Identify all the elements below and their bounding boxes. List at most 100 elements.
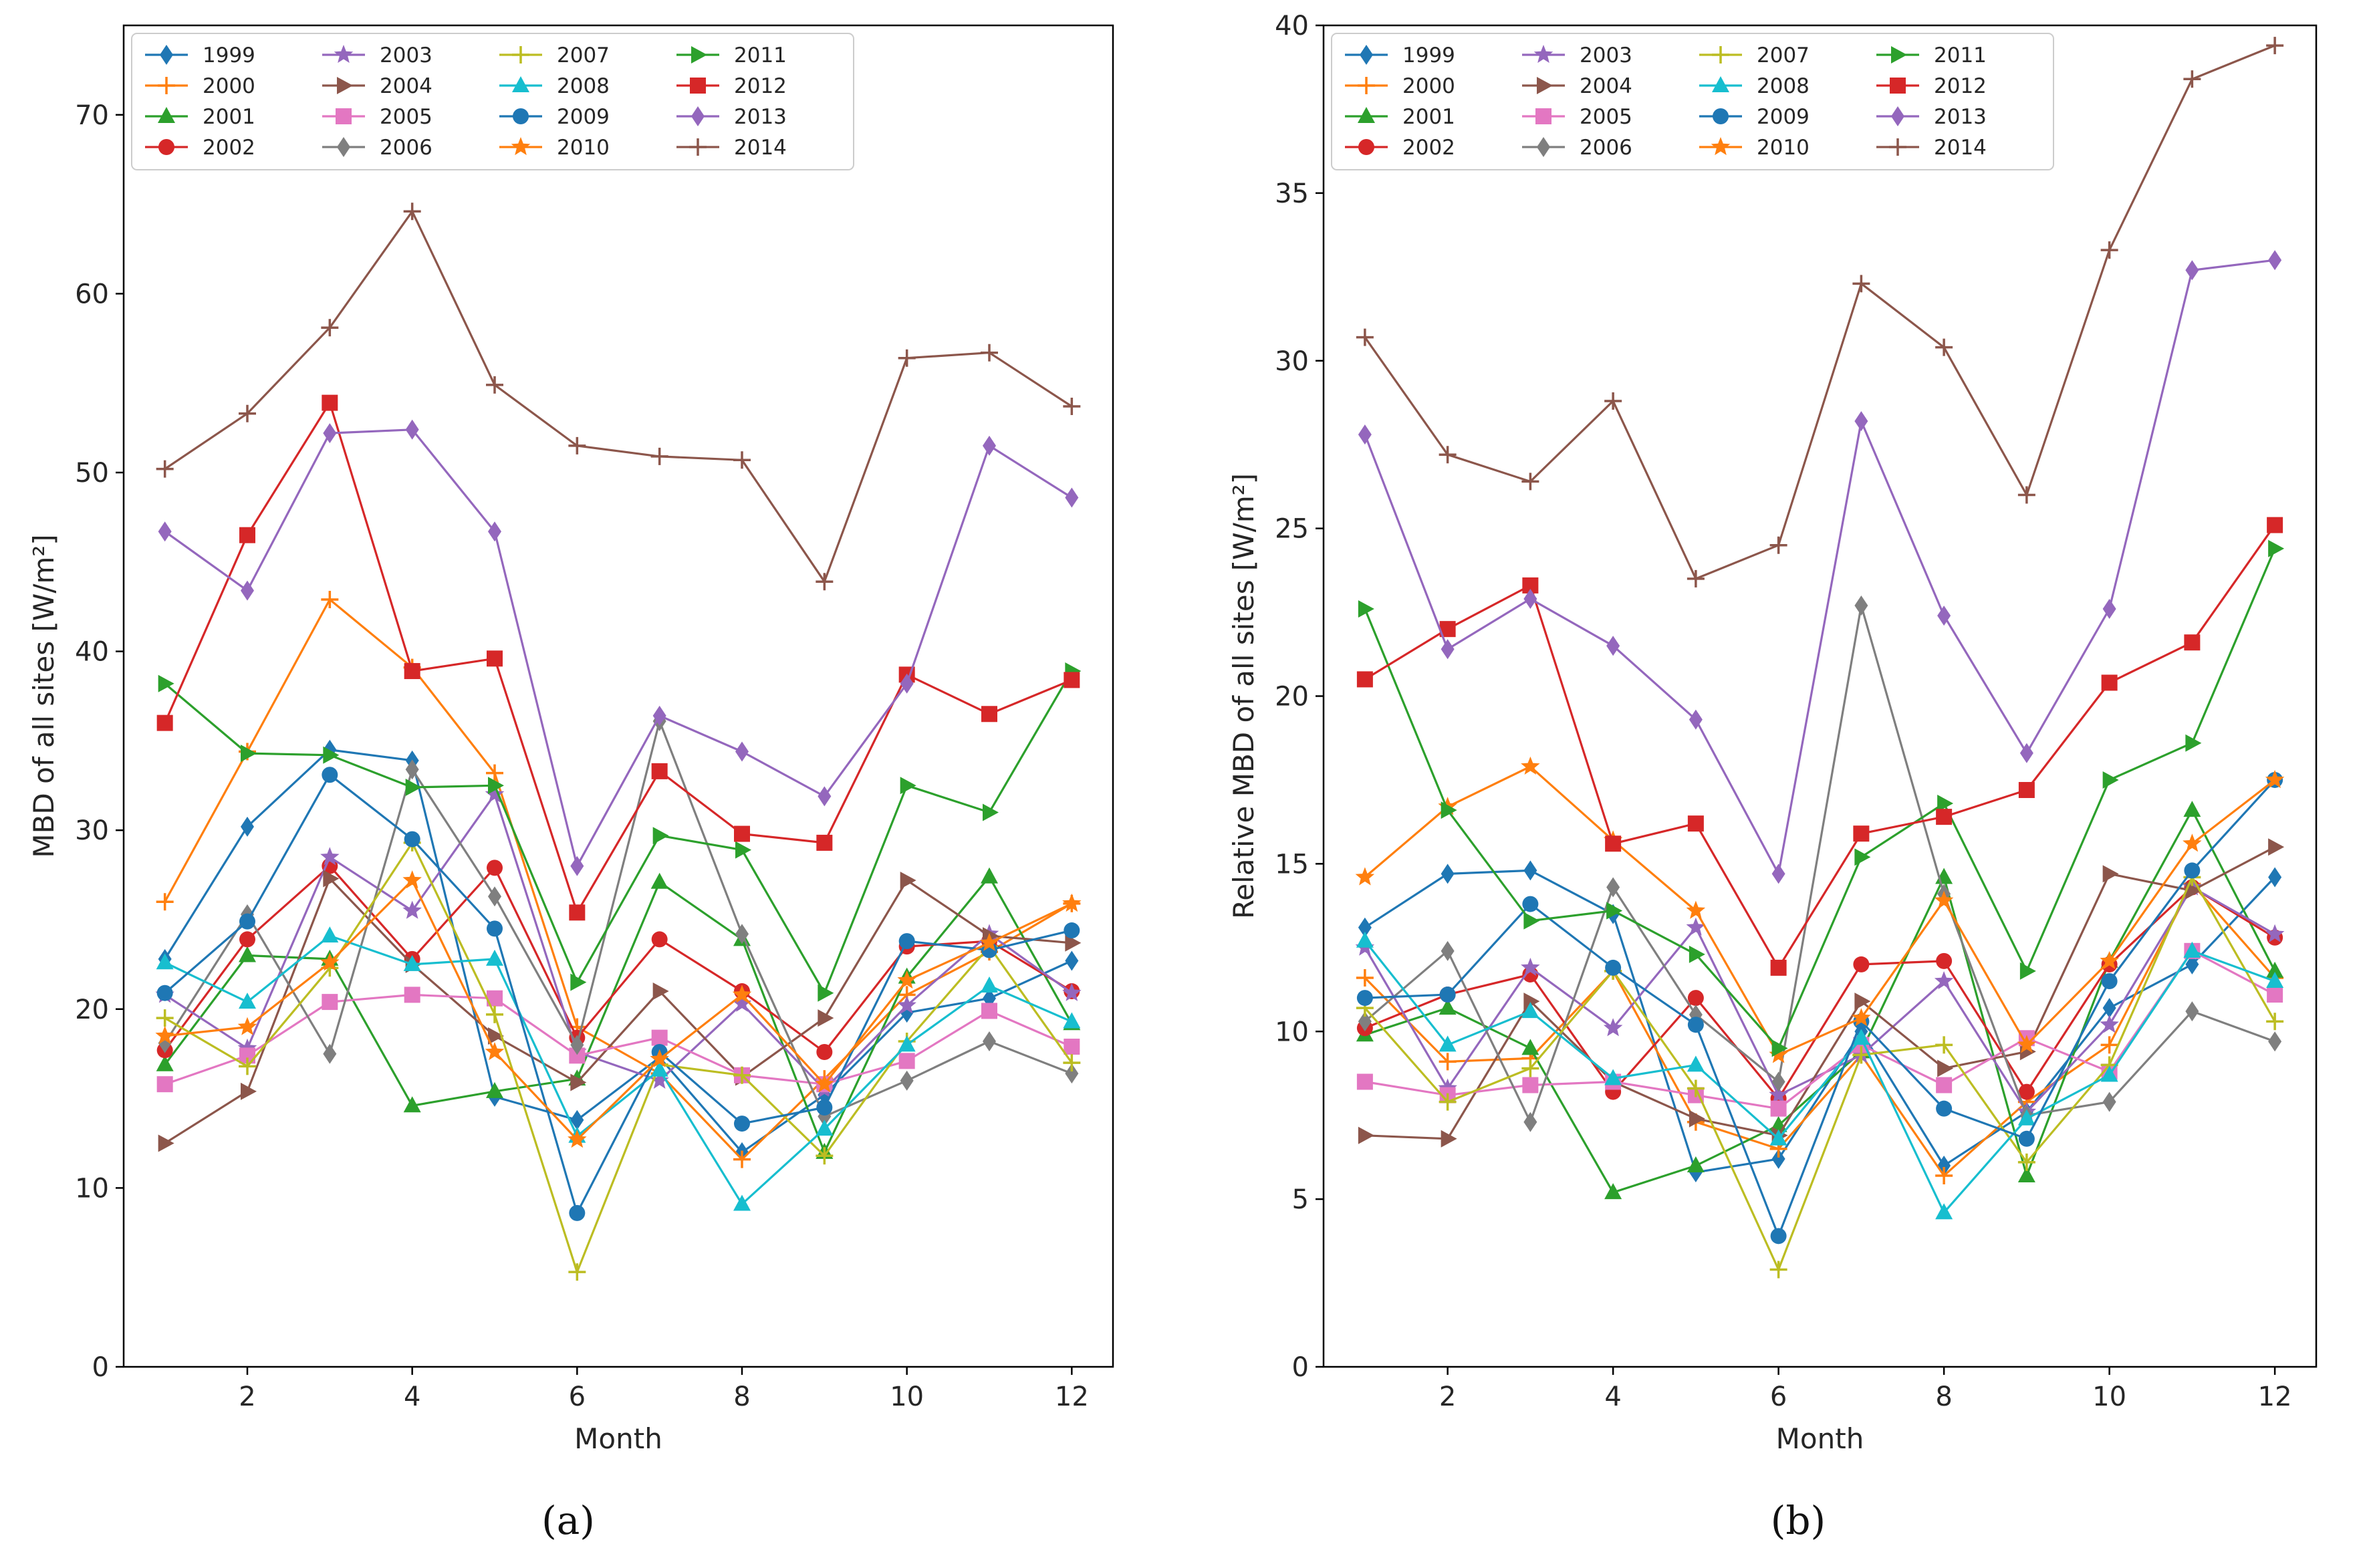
data-point-2001-11 [2183,801,2201,817]
y-tick-label: 50 [75,458,109,489]
legend-label: 2005 [380,105,432,129]
legend-marker [1535,108,1551,124]
data-point-2005-1 [156,1076,173,1093]
legend-item-2002: 2002 [145,136,255,160]
data-point-2011-6 [1771,1039,1788,1057]
data-point-2000-5 [486,764,503,782]
data-point-2004-3 [1523,993,1540,1011]
y-tick-label: 0 [1292,1352,1309,1383]
data-point-2001-12 [2266,961,2284,978]
legend-label: 2000 [1402,74,1455,98]
series-line-2010 [1364,765,2276,1056]
y-axis-label: Relative MBD of all sites [W/m²] [1227,473,1260,919]
legend-label: 2003 [380,43,432,68]
legend-item-2008: 2008 [1699,74,1810,98]
data-point-2007-8 [1935,1036,1953,1054]
data-point-2001-7 [650,872,668,889]
data-point-1999-6 [1771,1148,1785,1169]
data-point-2007-2 [239,1057,256,1075]
legend-marker [512,46,529,63]
data-point-2011-9 [2019,962,2036,980]
y-tick-label: 15 [1275,849,1309,880]
x-tick-label: 2 [239,1382,255,1412]
data-point-2009-2 [239,913,255,930]
data-point-1999-10 [2102,998,2116,1019]
data-point-2003-10 [2100,1015,2119,1033]
data-point-2008-3 [1521,1002,1539,1019]
data-point-2013-2 [1441,639,1455,660]
data-point-2008-11 [981,976,998,993]
data-point-2003-5 [1686,917,1706,936]
legend-item-2001: 2001 [1345,105,1455,129]
data-point-2006-6 [1771,1071,1785,1092]
legend-label: 1999 [1402,43,1455,68]
legend-item-2006: 2006 [1522,136,1632,160]
data-point-2013-2 [241,580,254,601]
data-point-2001-5 [486,1081,503,1098]
data-point-2005-11 [981,1003,997,1019]
data-point-2008-10 [2100,1065,2118,1082]
data-point-2013-4 [1606,636,1620,656]
legend-item-2010: 2010 [499,136,610,160]
data-point-2004-1 [158,1134,174,1152]
y-tick-label: 35 [1275,178,1309,209]
data-point-2004-11 [2185,882,2202,900]
data-point-1999-11 [2185,954,2199,974]
data-point-2004-8 [1937,1059,1954,1077]
data-point-2008-6 [1769,1129,1787,1146]
data-point-2014-5 [486,376,503,394]
data-point-2011-10 [900,777,916,795]
data-point-2004-12 [2268,838,2285,856]
legend-item-2007: 2007 [1699,43,1810,68]
data-point-2013-6 [1771,864,1785,884]
data-point-2002-7 [651,931,668,948]
data-point-2011-10 [2102,771,2119,789]
series-line-2002 [164,865,1073,1053]
series-line-2006 [1364,604,2275,1124]
data-point-2011-11 [983,803,999,821]
legend-item-2011: 2011 [676,43,787,68]
x-tick-label: 6 [1770,1382,1787,1412]
y-tick-label: 25 [1275,514,1309,545]
series-line-2012 [164,402,1072,914]
data-point-2003-3 [1521,957,1540,976]
data-point-2013-12 [1065,487,1079,508]
legend-marker [690,78,706,94]
data-point-2014-3 [1521,473,1539,491]
data-point-2007-5 [1687,1079,1705,1097]
data-point-2003-10 [897,995,916,1014]
legend-label: 2002 [1402,136,1455,160]
series-2014 [1356,37,2284,587]
data-point-2014-7 [1852,275,1870,293]
data-point-2012-1 [1356,671,1373,688]
legend-marker [1890,78,1906,94]
data-point-2011-12 [2268,539,2285,557]
data-point-2012-9 [2018,781,2035,798]
data-point-2013-9 [2019,743,2033,763]
data-point-2010-8 [732,985,752,1003]
data-point-2009-10 [898,933,915,950]
data-point-2013-6 [570,856,584,876]
data-point-2006-1 [1358,1011,1372,1032]
data-point-2004-6 [570,1073,587,1091]
data-point-2010-5 [1686,900,1706,919]
data-point-2011-9 [818,984,834,1002]
data-point-2014-6 [1769,536,1787,554]
y-tick-label: 30 [75,815,109,846]
data-point-2005-12 [1064,1038,1080,1055]
data-point-2011-1 [1358,600,1374,618]
data-point-2003-2 [237,1038,257,1057]
data-point-2011-5 [488,777,504,795]
legend-marker [1712,76,1729,92]
data-point-2013-8 [1937,606,1951,626]
data-point-2009-3 [322,767,338,783]
data-point-2008-9 [816,1120,834,1136]
legend-label: 2007 [557,43,610,68]
x-axis-label: Month [1776,1422,1864,1455]
data-point-2001-5 [1687,1156,1705,1172]
legend-item-2003: 2003 [1522,43,1632,68]
data-point-2011-8 [1937,795,1954,813]
data-point-2002-9 [2018,1083,2035,1100]
data-point-2010-12 [2265,769,2285,789]
data-point-2000-10 [2100,1036,2118,1054]
